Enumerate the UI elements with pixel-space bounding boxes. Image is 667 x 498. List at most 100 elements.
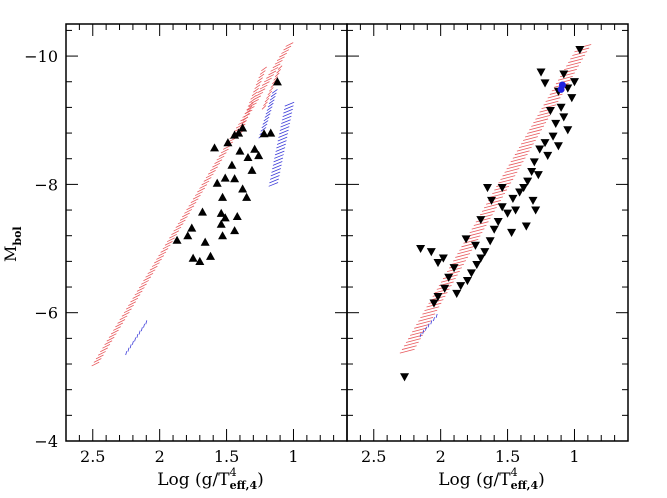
right-blue-point-1 <box>558 81 566 89</box>
right-data-point-22 <box>523 177 533 186</box>
left-red-track-0-stroke-78 <box>259 84 268 90</box>
left-blue-track-0-stroke-9 <box>267 102 274 108</box>
left-red-track-1-stroke-11 <box>251 91 258 97</box>
right-data-point-53 <box>521 222 531 231</box>
left-red-track-0-stroke-31 <box>158 251 167 257</box>
left-blue-track-1-stroke-16 <box>279 126 290 131</box>
left-red-track-0-stroke-10 <box>113 326 121 331</box>
left-red-track-2-stroke-3 <box>266 94 271 99</box>
y-axis-label: Mbol <box>1 226 24 262</box>
right-red-track-0-stroke-64 <box>531 122 547 127</box>
left-blue-track-2-stroke-9 <box>145 320 148 325</box>
left-red-track-0-stroke-9 <box>110 329 119 335</box>
left-data-point-1 <box>223 138 233 147</box>
left-red-track-0-stroke-49 <box>197 187 206 193</box>
right-red-track-0-stroke-36 <box>473 221 489 226</box>
left-red-track-0-stroke-36 <box>169 233 177 239</box>
left-data-point-20 <box>216 208 226 217</box>
right-red-track-0-stroke-41 <box>483 203 499 209</box>
left-blue-track-1-stroke-23 <box>284 101 295 107</box>
left-red-track-2-stroke-9 <box>274 72 280 78</box>
left-red-track-2-stroke-2 <box>264 97 270 103</box>
left-red-track-0-stroke-76 <box>255 91 264 97</box>
left-red-track-1-stroke-17 <box>259 70 266 75</box>
left-red-track-0-stroke-43 <box>184 209 193 214</box>
left-data-point-32 <box>230 226 240 235</box>
left-red-track-0-stroke-42 <box>182 212 190 218</box>
left-data-point-18 <box>242 192 252 201</box>
left-red-track-0-stroke-7 <box>106 336 115 342</box>
right-data-point-56 <box>507 228 517 237</box>
right-red-track-0-stroke-61 <box>525 132 540 138</box>
right-red-track-0-stroke-63 <box>529 125 545 131</box>
left-red-track-0-stroke-0 <box>91 361 100 367</box>
right-data-point-31 <box>485 237 495 246</box>
right-red-track-0-stroke-83 <box>570 54 586 60</box>
left-red-track-0-stroke-8 <box>108 333 117 338</box>
right-red-track-0-stroke-39 <box>479 210 495 216</box>
left-red-track-0-stroke-46 <box>190 198 199 204</box>
right-data-point-24 <box>515 188 525 197</box>
right-red-track-0-stroke-66 <box>535 115 551 120</box>
left-blue-track-1-stroke-6 <box>272 161 283 166</box>
left-red-track-1-stroke-14 <box>255 80 262 86</box>
left-data-point-3 <box>234 128 244 137</box>
right-data-point-33 <box>476 254 486 263</box>
left-data-point-5 <box>250 144 260 153</box>
left-red-track-0-stroke-21 <box>136 287 145 292</box>
right-blue-track-0-stroke-0 <box>419 333 422 338</box>
left-data-point-25 <box>187 223 197 232</box>
right-x-tick-label-3: 1 <box>569 447 579 466</box>
left-blue-tracks <box>125 89 295 356</box>
right-data-point-26 <box>511 206 521 215</box>
left-red-track-0-stroke-82 <box>268 70 277 76</box>
left-red-track-0-stroke-6 <box>104 340 113 345</box>
right-red-track-0-stroke-53 <box>508 161 524 166</box>
left-red-track-0-stroke-38 <box>173 226 182 232</box>
right-data-point-41 <box>440 284 450 293</box>
right-red-track-0-stroke-69 <box>541 104 557 110</box>
left-blue-track-1-stroke-11 <box>276 143 286 149</box>
left-red-track-2-stroke-10 <box>276 69 281 74</box>
right-data-point-57 <box>470 241 480 250</box>
right-red-track-0-stroke-52 <box>506 164 522 170</box>
right-data-point-51 <box>497 183 507 193</box>
left-blue-track-1-stroke-8 <box>274 154 284 159</box>
left-blue-track-1-stroke-22 <box>283 105 294 110</box>
left-red-track-0-stroke-77 <box>257 88 266 93</box>
right-data-point-27 <box>503 209 513 218</box>
left-red-track-0-stroke-45 <box>188 201 197 207</box>
right-data-point-40 <box>444 273 454 282</box>
left-red-track-0-stroke-22 <box>138 283 147 289</box>
left-red-track-0-stroke-81 <box>266 74 274 79</box>
right-red-track-0-stroke-27 <box>455 253 471 258</box>
left-data-point-14 <box>220 173 230 182</box>
left-blue-track-2-stroke-1 <box>127 347 130 352</box>
right-panel: 2.5 2 1.5 1 Log (g/T4 eff,4) <box>346 23 629 492</box>
right-data-point-45 <box>426 248 436 257</box>
left-blue-track-1-stroke-17 <box>280 122 291 128</box>
left-data-point-33 <box>220 213 230 222</box>
left-red-track-0-stroke-18 <box>130 297 139 303</box>
left-blue-track-1-stroke-1 <box>269 178 279 184</box>
right-blue-track-0-stroke-3 <box>427 323 430 328</box>
right-red-track-0-stroke-3 <box>405 338 421 343</box>
right-data-point-29 <box>493 217 503 227</box>
right-plot-frame <box>346 23 629 442</box>
right-x-tick-label-0: 2.5 <box>361 447 386 466</box>
right-data-point-43 <box>429 299 439 308</box>
left-red-track-0-stroke-85 <box>274 59 283 65</box>
right-red-track-0-stroke-59 <box>520 139 536 145</box>
left-red-track-2-stroke-1 <box>263 101 268 106</box>
right-red-track-0-stroke-70 <box>543 100 559 106</box>
left-red-track-2-stroke-4 <box>267 90 273 96</box>
left-blue-track-1-stroke-21 <box>283 108 293 114</box>
left-blue-track-0-stroke-12 <box>270 92 277 98</box>
left-red-track-2-stroke-0 <box>261 105 267 110</box>
right-red-track-0-stroke-10 <box>420 313 436 319</box>
right-red-track-0-stroke-25 <box>451 260 467 265</box>
left-blue-track-2-stroke-8 <box>143 323 145 328</box>
right-blue-track-0-stroke-4 <box>430 320 433 325</box>
right-red-track-0-stroke-45 <box>492 189 508 195</box>
left-red-track-0-stroke-84 <box>272 63 281 69</box>
